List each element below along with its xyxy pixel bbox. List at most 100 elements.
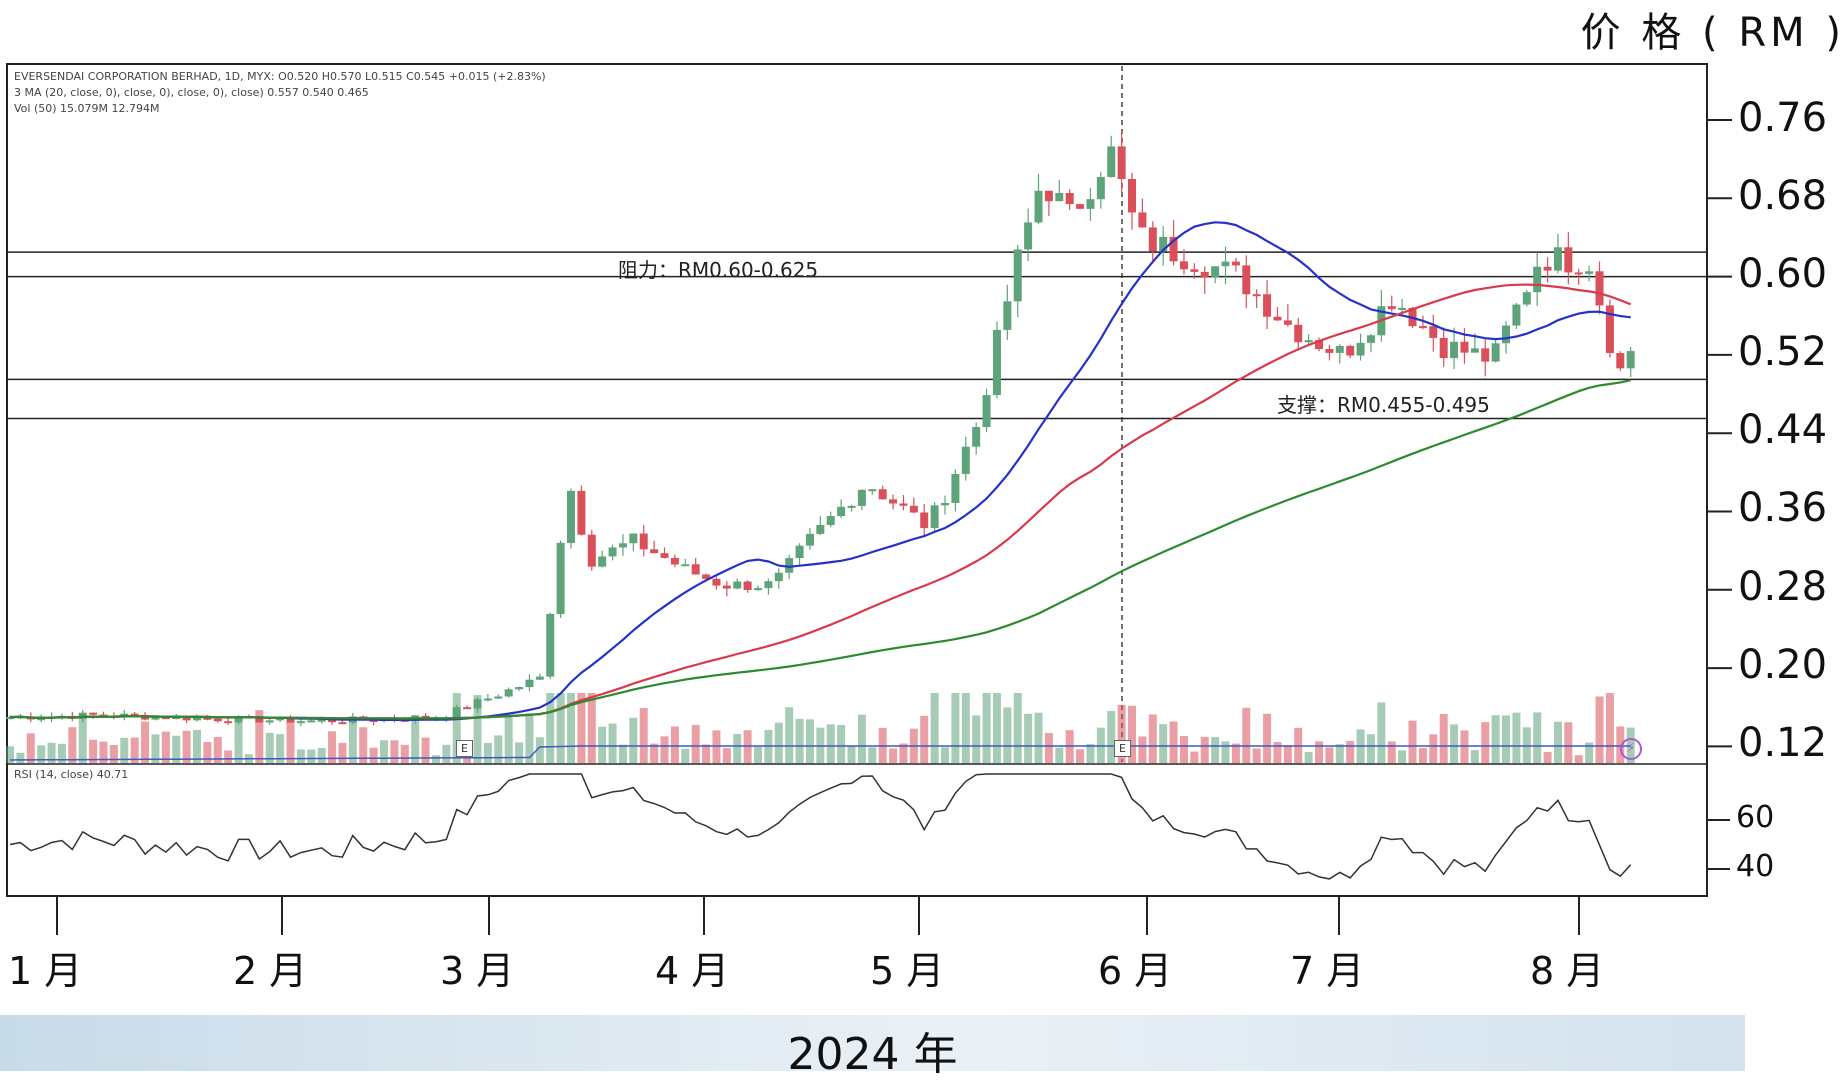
candle [6, 717, 14, 720]
candle [452, 707, 461, 718]
candle [369, 719, 378, 722]
volume-bar [1366, 734, 1375, 763]
volume-bar [1159, 724, 1168, 763]
candle [941, 503, 950, 506]
candle [920, 512, 929, 529]
volume-bar [670, 726, 679, 763]
volume-bar [535, 737, 544, 763]
candle [712, 578, 721, 586]
candle [774, 572, 783, 582]
candle [826, 516, 835, 525]
volume-bar [442, 744, 451, 763]
price-tick-label: 0.76 [1738, 95, 1828, 141]
candle [89, 712, 98, 715]
candle [1003, 301, 1012, 330]
volume-bar [1470, 750, 1479, 763]
candle [1533, 266, 1542, 293]
candle [1470, 348, 1479, 353]
volume-bar [452, 693, 461, 763]
candle [1076, 204, 1085, 209]
candle [1366, 335, 1375, 343]
ma-info: 3 MA (20, close, 0), close, 0), close, 0… [14, 86, 369, 99]
candle [1491, 343, 1500, 362]
volume-bar [805, 719, 814, 763]
candle [982, 395, 991, 428]
volume-bar [899, 743, 908, 763]
volume-bar [265, 732, 274, 763]
price-tick-label: 0.20 [1738, 642, 1828, 688]
candle [764, 581, 773, 589]
year-band [0, 1015, 1745, 1071]
candle [805, 533, 814, 546]
candle [78, 712, 87, 719]
volume-bar [691, 724, 700, 763]
volume-bar [785, 707, 794, 763]
volume-bar [587, 693, 596, 763]
price-axis-title: 价 格 ( RM ) [1580, 10, 1845, 56]
volume-bar [151, 734, 160, 763]
alert-bolt-icon[interactable]: ⚡ [1620, 738, 1642, 760]
volume-bar [660, 736, 669, 763]
chart-frame [6, 63, 1708, 897]
volume-bar [837, 725, 846, 763]
volume-bar [889, 748, 898, 763]
price-tick-label: 0.28 [1738, 564, 1828, 610]
candle [722, 585, 731, 589]
volume-bar [47, 742, 56, 763]
candle [504, 689, 513, 697]
volume-ma-line [9, 745, 1631, 761]
candle [317, 719, 326, 722]
price-tick-label: 0.12 [1738, 720, 1828, 766]
volume-bar [1439, 714, 1448, 763]
earnings-event-marker[interactable]: E [1114, 740, 1131, 757]
candle [213, 718, 222, 722]
candle [1242, 265, 1251, 295]
candle [1574, 272, 1583, 275]
candle [618, 543, 627, 548]
volume-bar [1387, 741, 1396, 763]
volume-bar [1169, 721, 1178, 763]
candle [1616, 353, 1625, 369]
volume-bar [1252, 748, 1261, 763]
volume-bar [515, 742, 524, 763]
candle [1044, 190, 1053, 202]
volume-bar [1283, 745, 1292, 763]
volume-bar [1263, 713, 1272, 763]
candle [182, 716, 191, 721]
volume-bar [1148, 714, 1157, 763]
volume-bar [255, 710, 264, 763]
volume-bar [681, 748, 690, 763]
candle [754, 588, 763, 591]
earnings-event-marker[interactable]: E [456, 740, 473, 757]
candle [203, 717, 212, 720]
volume-bar [982, 693, 991, 763]
candle [1211, 266, 1220, 278]
candle [1096, 177, 1105, 200]
candle [1429, 326, 1438, 338]
candle [1294, 324, 1303, 343]
price-tick-label: 0.60 [1738, 251, 1828, 297]
volume-bar [1211, 737, 1220, 763]
volume-bar [369, 747, 378, 763]
volume-bar [483, 743, 492, 763]
candle [535, 676, 544, 680]
candle [650, 549, 659, 554]
candle [265, 720, 274, 723]
candle [1013, 249, 1022, 302]
candle [1148, 227, 1157, 252]
rsi-tick-label: 60 [1736, 800, 1775, 835]
volume-bar [234, 715, 243, 763]
volume-bar [1346, 741, 1355, 763]
candle [1107, 146, 1116, 178]
month-label: 8 月 [1530, 949, 1605, 993]
candle [1512, 304, 1521, 326]
volume-bar [328, 731, 337, 763]
candle [1065, 193, 1074, 205]
candle [556, 542, 565, 615]
candle [868, 489, 877, 492]
volume-bar [141, 721, 150, 763]
volume-bar [941, 747, 950, 763]
volume-bar [317, 747, 326, 763]
volume-bar [390, 740, 399, 763]
candle [1221, 261, 1230, 267]
